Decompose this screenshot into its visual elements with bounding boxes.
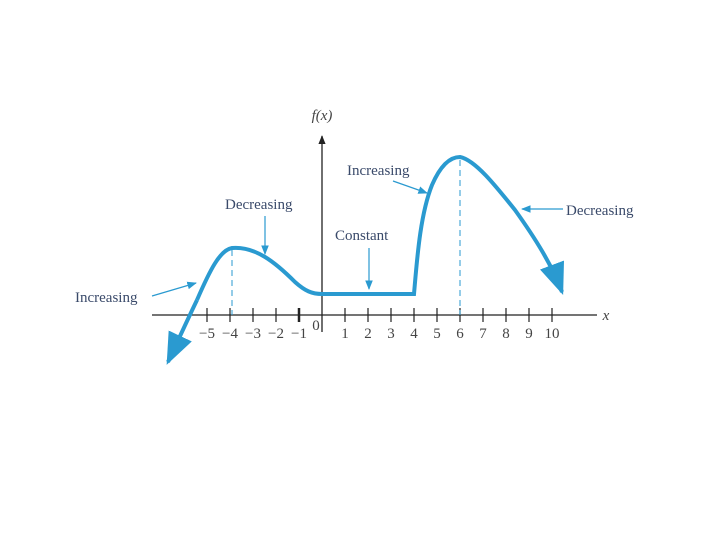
- annotation-arrow: [392, 180, 428, 194]
- x-tick-label: 3: [387, 326, 395, 342]
- x-axis-label: x: [602, 308, 610, 324]
- annotation: Decreasing: [225, 197, 293, 213]
- x-tick-label: 4: [410, 326, 418, 342]
- function-curve: [195, 154, 564, 301]
- curve-tail: [166, 299, 199, 365]
- x-tick-label: 0: [312, 318, 320, 334]
- annotation: Decreasing: [566, 203, 634, 219]
- x-tick-label: 6: [456, 326, 464, 342]
- ticks: −5 −4 −3 −2 −1 0 1 2 3 4 5 6 7 8 9 10: [199, 308, 560, 342]
- annotation: Increasing: [75, 290, 138, 306]
- x-tick-label: 9: [525, 326, 533, 342]
- annotation: Constant: [335, 228, 389, 244]
- x-tick-label: −4: [222, 326, 238, 342]
- annotation: Increasing: [347, 163, 410, 179]
- x-tick-label: 1: [341, 326, 349, 342]
- annotation-arrow: [151, 281, 197, 297]
- x-tick-label: −5: [199, 326, 215, 342]
- x-tick-label: 8: [502, 326, 510, 342]
- x-tick-label: 7: [479, 326, 487, 342]
- x-tick-label: 5: [433, 326, 441, 342]
- x-tick-label: −3: [245, 326, 261, 342]
- x-tick-label: −2: [268, 326, 284, 342]
- x-tick-label: 2: [364, 326, 372, 342]
- y-axis-label: f(x): [312, 108, 333, 124]
- x-tick-label: 10: [545, 326, 560, 342]
- x-tick-label: −1: [291, 326, 307, 342]
